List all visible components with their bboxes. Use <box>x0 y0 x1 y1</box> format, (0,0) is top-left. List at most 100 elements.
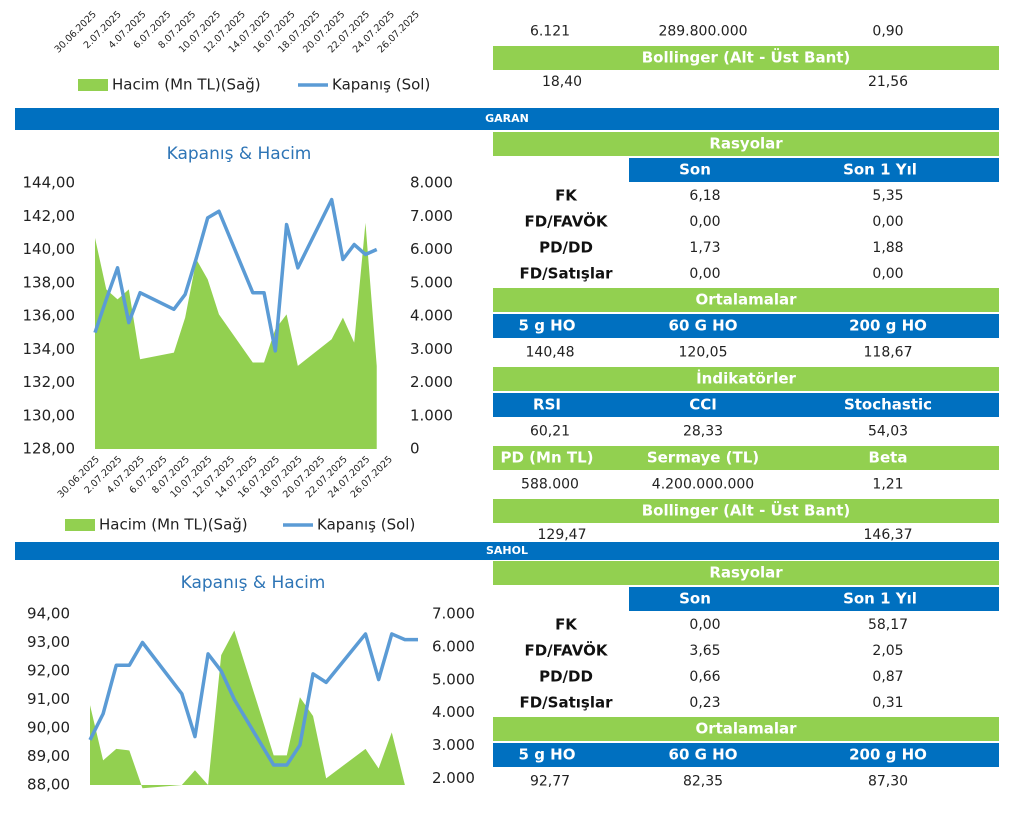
y-tick-label: 90,00 <box>27 719 70 737</box>
chart-title: Kapanış & Hacim <box>167 144 312 164</box>
y-tick-label: 138,00 <box>23 273 76 291</box>
y2-tick-label: 3.000 <box>410 340 453 358</box>
table-cell: 60 G HO <box>669 317 738 335</box>
chart-title: Kapanış & Hacim <box>181 573 326 593</box>
table-cell: 0,23 <box>689 695 720 711</box>
table-cell: 129,47 <box>538 527 587 543</box>
table-cell: FD/FAVÖK <box>524 212 608 231</box>
table-header <box>493 446 999 470</box>
table-cell: 87,30 <box>868 774 908 790</box>
table-cell: Rasyolar <box>709 135 783 153</box>
table-header <box>493 314 999 338</box>
table-cell: 1,21 <box>872 477 903 493</box>
table-band <box>493 132 999 156</box>
table-cell: 1,88 <box>872 240 903 256</box>
table-cell: 3,65 <box>689 643 720 659</box>
table-cell: Rasyolar <box>709 564 783 582</box>
y-tick-label: 128,00 <box>23 440 76 458</box>
table-cell: Ortalamalar <box>695 291 797 309</box>
table-cell: PD/DD <box>539 239 593 257</box>
table-cell: Stochastic <box>844 396 932 414</box>
y2-tick-label: 8.000 <box>410 174 453 192</box>
y2-tick-label: 2.000 <box>432 769 475 787</box>
table-cell: FK <box>555 616 578 634</box>
table-cell: PD (Mn TL) <box>501 449 594 467</box>
plot <box>93 197 378 449</box>
table-cell: Son <box>679 161 711 179</box>
table-cell: İndikatörler <box>696 369 796 388</box>
table-cell: Bollinger (Alt - Üst Bant) <box>642 501 851 520</box>
table-cell: 0,66 <box>689 669 720 685</box>
table-cell: 6,18 <box>689 188 720 204</box>
table-cell: RSI <box>533 396 561 414</box>
legend-label: Hacim (Mn TL)(Sağ) <box>99 516 248 534</box>
table-cell: 120,05 <box>679 345 728 361</box>
y2-tick-label: 6.000 <box>410 240 453 258</box>
y-tick-label: 92,00 <box>27 662 70 680</box>
table-header <box>629 158 999 182</box>
table-cell: 21,56 <box>868 74 908 90</box>
table-cell: CCI <box>689 396 717 414</box>
table-cell: 0,90 <box>872 24 903 40</box>
y-tick-label: 134,00 <box>23 340 76 358</box>
table-cell: 54,03 <box>868 424 908 440</box>
legend-swatch <box>65 519 95 531</box>
y2-tick-label: 1.000 <box>410 406 453 424</box>
table-cell: 18,40 <box>542 74 582 90</box>
section-title: GARAN <box>485 112 529 125</box>
y2-tick-label: 5.000 <box>410 273 453 291</box>
y2-tick-label: 4.000 <box>432 703 475 721</box>
y-tick-label: 136,00 <box>23 307 76 325</box>
table-cell: 146,37 <box>864 527 913 543</box>
y2-tick-label: 6.000 <box>432 637 475 655</box>
table-band <box>493 46 999 70</box>
table-cell: Sermaye (TL) <box>647 449 759 467</box>
table-cell: Beta <box>869 449 908 467</box>
table-header <box>493 743 999 767</box>
table-cell: 5 g HO <box>519 317 576 335</box>
table-band <box>493 367 999 391</box>
y-tick-label: 140,00 <box>23 240 76 258</box>
legend-label: Kapanış (Sol) <box>317 516 415 534</box>
table-cell: PD/DD <box>539 668 593 686</box>
table-cell: 289.800.000 <box>658 24 747 40</box>
plot <box>88 630 418 789</box>
y-tick-label: 94,00 <box>27 605 70 623</box>
table-cell: 58,17 <box>868 617 908 633</box>
table-cell: 5,35 <box>872 188 903 204</box>
table-header <box>493 393 999 417</box>
table-cell: 1,73 <box>689 240 720 256</box>
table-band <box>493 717 999 741</box>
table-cell: FK <box>555 187 578 205</box>
table-cell: 0,31 <box>872 695 903 711</box>
volume-area <box>90 630 418 789</box>
table-cell: 5 g HO <box>519 746 576 764</box>
table-cell: 0,00 <box>872 266 903 282</box>
y-tick-label: 91,00 <box>27 690 70 708</box>
table-cell: 0,00 <box>872 214 903 230</box>
table-cell: 92,77 <box>530 774 570 790</box>
table-cell: 200 g HO <box>849 317 927 335</box>
legend-label: Kapanış (Sol) <box>332 76 430 94</box>
y2-tick-label: 0 <box>410 440 420 458</box>
table-cell: FD/Satışlar <box>519 694 613 712</box>
y2-tick-label: 4.000 <box>410 307 453 325</box>
table-cell: Ortalamalar <box>695 720 797 738</box>
y2-tick-label: 3.000 <box>432 736 475 754</box>
y-tick-label: 144,00 <box>23 174 76 192</box>
y-tick-label: 132,00 <box>23 373 76 391</box>
y2-tick-label: 2.000 <box>410 373 453 391</box>
table-band <box>493 288 999 312</box>
table-cell: 2,05 <box>872 643 903 659</box>
y-tick-label: 93,00 <box>27 633 70 651</box>
volume-area <box>95 222 377 449</box>
table-cell: Bollinger (Alt - Üst Bant) <box>642 48 851 67</box>
table-cell: 0,00 <box>689 266 720 282</box>
table-cell: 0,00 <box>689 617 720 633</box>
table-cell: 0,87 <box>872 669 903 685</box>
table-band <box>493 561 999 585</box>
table-cell: 588.000 <box>521 477 579 493</box>
table-cell: 82,35 <box>683 774 723 790</box>
y2-tick-label: 7.000 <box>410 207 453 225</box>
